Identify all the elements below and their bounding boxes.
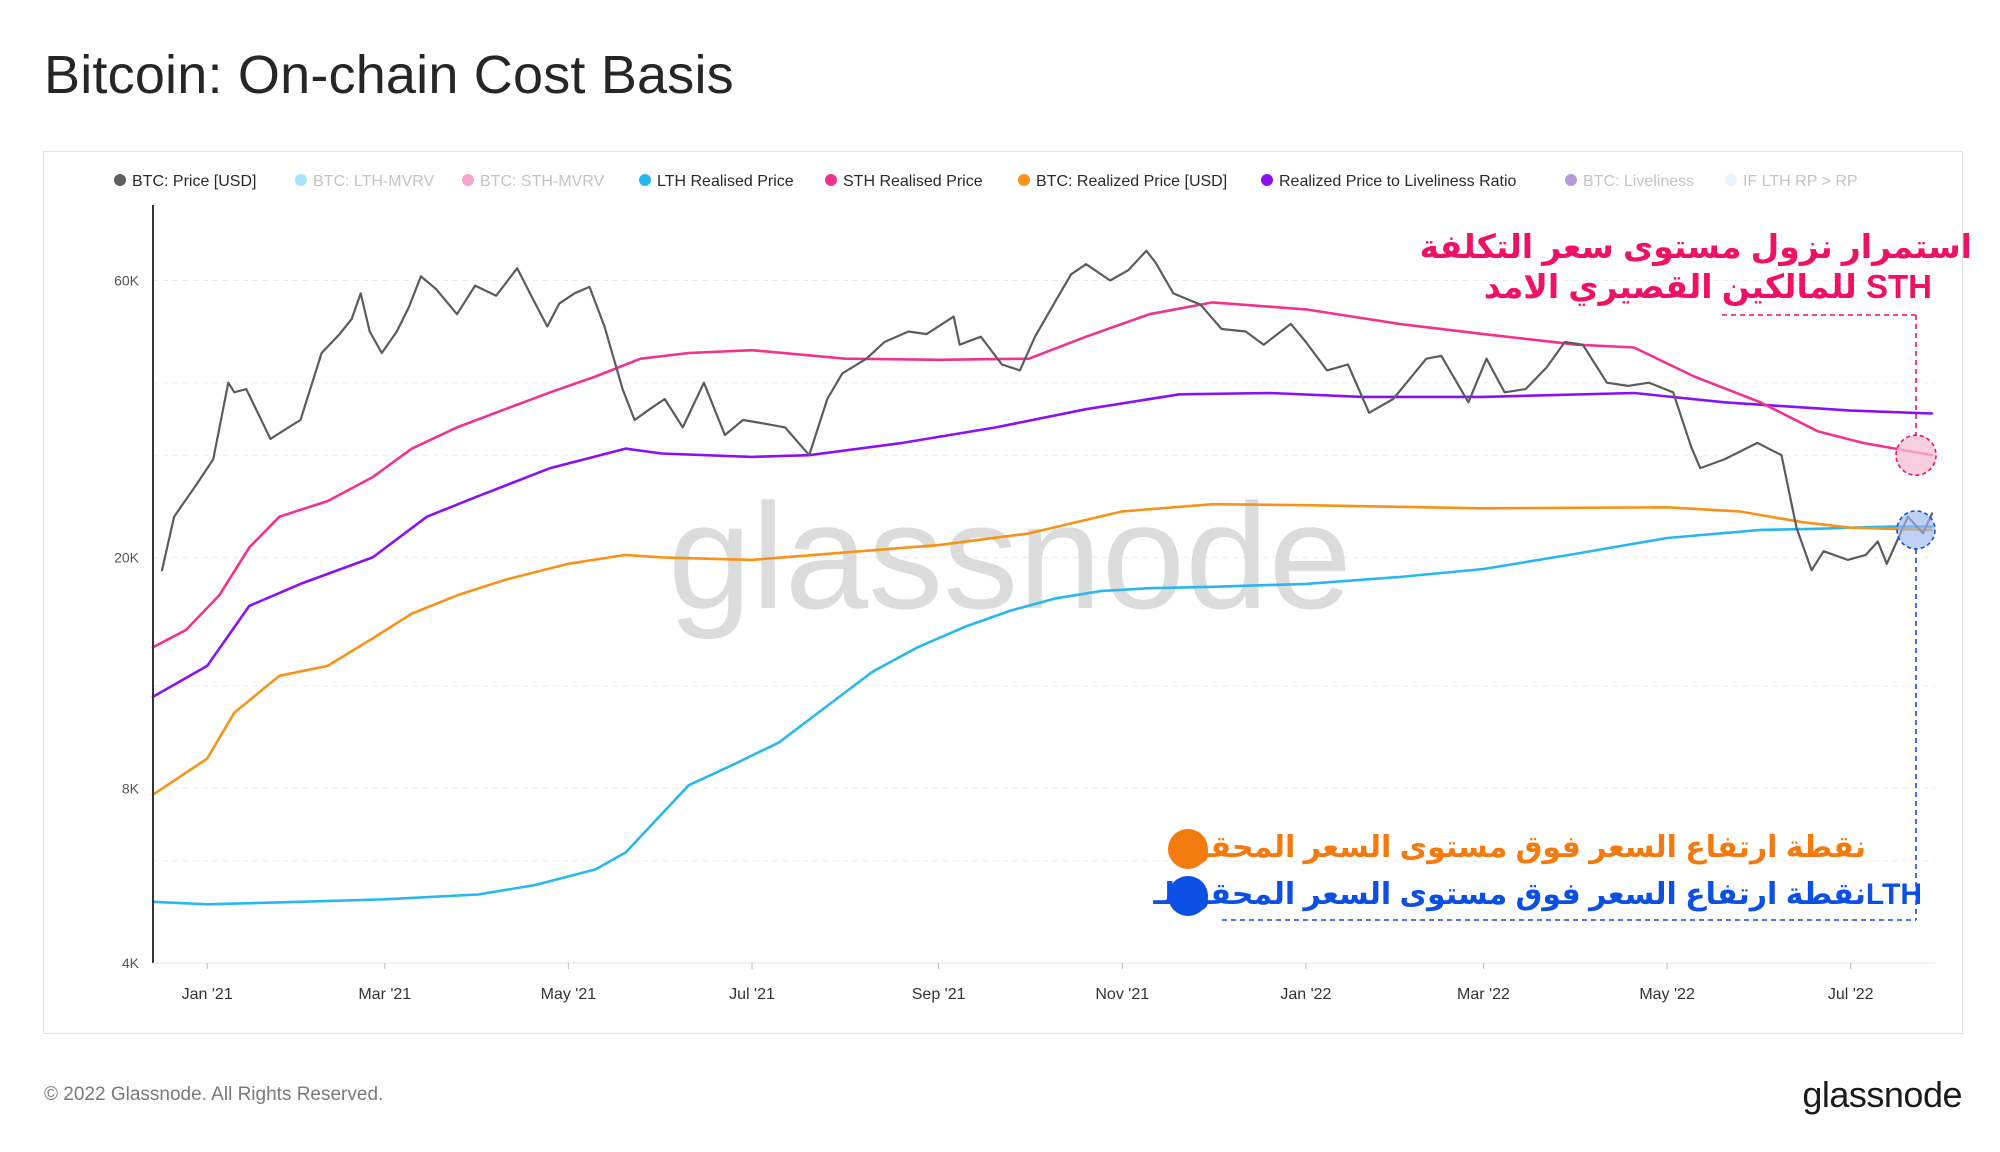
legend-item-label: BTC: Realized Price [USD] xyxy=(1036,173,1227,190)
y-tick-label: 20K xyxy=(114,549,140,565)
x-tick-label: Sep '21 xyxy=(912,986,966,1003)
chart-axes: 4K 8K 20K 60K Jan '21 Mar '21 May '21 Jul '21 Se… xyxy=(114,205,1935,1003)
y-tick-label: 8K xyxy=(122,780,140,796)
legend-swatch xyxy=(295,174,307,186)
x-tick-label: May '21 xyxy=(541,986,597,1003)
legend-item-label: IF LTH RP > RP xyxy=(1743,173,1858,190)
legend-swatch xyxy=(639,174,651,186)
legend-item-label: BTC: Liveliness xyxy=(1583,173,1694,190)
x-tick-label: Jul '21 xyxy=(729,986,775,1003)
realized-annotation-text: نقطة ارتفاع السعر فوق مستوى السعر المحقق xyxy=(1183,831,1866,864)
chart-series xyxy=(151,249,1934,906)
x-tick-label: Nov '21 xyxy=(1095,986,1149,1003)
sth-annotation-line-1: استمرار نزول مستوى سعر التكلفة xyxy=(1419,228,1972,267)
series-line-realized xyxy=(151,502,1934,797)
y-tick-label: 60K xyxy=(114,273,140,289)
legend-item-label: Realized Price to Liveliness Ratio xyxy=(1279,173,1517,190)
x-tick-label: Jan '21 xyxy=(182,986,233,1003)
sth-highlight-circle xyxy=(1895,434,1937,476)
x-tick-label: Mar '21 xyxy=(358,986,411,1003)
legend-swatch xyxy=(1565,174,1577,186)
footer-copyright: © 2022 Glassnode. All Rights Reserved. xyxy=(44,1084,384,1105)
series-line-sth-rp xyxy=(151,301,1934,649)
footer-logo: glassnode xyxy=(1802,1074,1962,1115)
legend-swatch xyxy=(114,174,126,186)
legend-swatch xyxy=(825,174,837,186)
x-tick-label: Jan '22 xyxy=(1280,986,1331,1003)
x-tick-label: Mar '22 xyxy=(1457,986,1510,1003)
chart-frame xyxy=(43,151,1963,1034)
y-tick-label: 4K xyxy=(122,955,140,971)
legend-swatch xyxy=(462,174,474,186)
lth-marker-dot xyxy=(1168,876,1208,916)
sth-annotation-line-2: للمالكين القصيري الامد STH xyxy=(1484,268,1932,307)
legend-item-label: LTH Realised Price xyxy=(657,173,794,190)
legend-item-label: STH Realised Price xyxy=(843,173,983,190)
x-tick-label: Jul '22 xyxy=(1828,986,1874,1003)
legend-item-label: BTC: STH-MVRV xyxy=(480,173,604,190)
legend-swatch xyxy=(1725,174,1737,186)
legend-item-label: BTC: LTH-MVRV xyxy=(313,173,435,190)
x-tick-label: May '22 xyxy=(1639,986,1695,1003)
lth-highlight-circle xyxy=(1896,510,1936,550)
series-line-lth-rp xyxy=(151,525,1934,906)
chart-legend: BTC: Price [USD] BTC: LTH-MVRV BTC: STH-MV… xyxy=(114,173,1858,190)
series-line-price xyxy=(160,249,1934,572)
watermark-logo: glassnode xyxy=(668,472,1352,640)
lth-annotation-text: نقطة ارتفاع السعر فوق مستوى السعر المحقق… xyxy=(1152,878,1922,911)
legend-swatch xyxy=(1261,174,1273,186)
legend-item-label: BTC: Price [USD] xyxy=(132,173,256,190)
legend-swatch xyxy=(1018,174,1030,186)
realized-marker-dot xyxy=(1168,829,1208,869)
page-title: Bitcoin: On-chain Cost Basis xyxy=(44,45,734,105)
